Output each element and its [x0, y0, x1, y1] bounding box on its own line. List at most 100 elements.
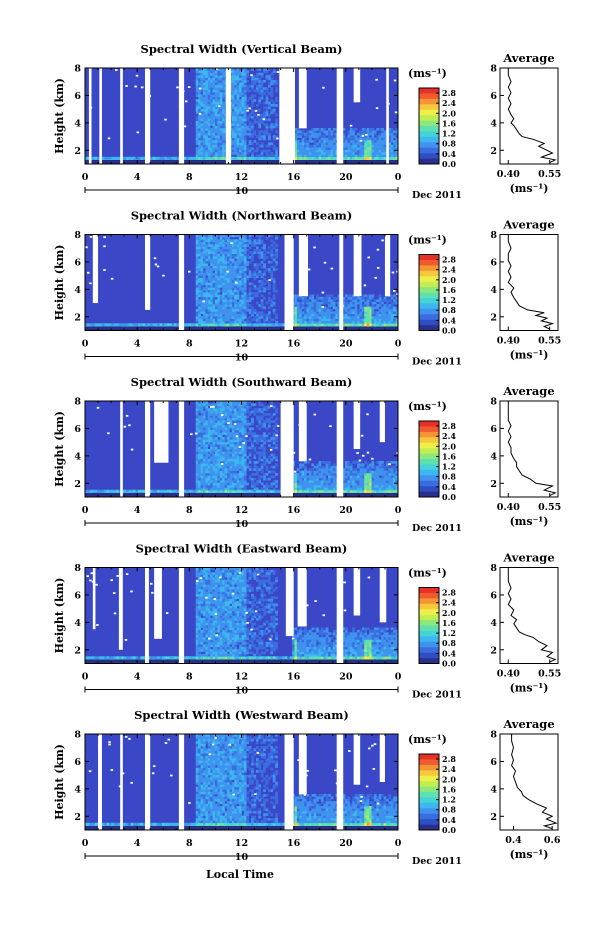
heatmap-cell: [345, 137, 348, 141]
heatmap-cell: [395, 318, 398, 322]
heatmap-cell: [260, 275, 264, 278]
heatmap-cell: [234, 123, 237, 126]
heatmap-cell: [210, 123, 213, 126]
heatmap-cell: [267, 234, 271, 238]
heatmap-cell: [354, 128, 358, 131]
heatmap-cell: [258, 72, 262, 76]
heatmap-cell: [195, 118, 199, 122]
heatmap-cell: [227, 470, 230, 474]
heatmap-cell: [345, 299, 348, 302]
heatmap-cell: [217, 301, 221, 305]
colorbar-segment: [419, 319, 439, 326]
heatmap-cell: [210, 482, 213, 486]
heatmap-cell: [215, 468, 218, 471]
heatmap-cell: [251, 156, 254, 160]
heatmap-cell: [352, 316, 355, 319]
heatmap-cell: [219, 451, 223, 455]
heatmap-cell: [215, 118, 218, 122]
heatmap-cell: [243, 234, 247, 238]
heatmap-cell: [236, 256, 240, 259]
heatmap-cell: [195, 311, 199, 314]
heatmap-cell: [219, 72, 223, 76]
heatmap-cell: [390, 306, 394, 310]
heatmap-cell: [164, 323, 168, 326]
data-gap: [146, 80, 149, 82]
heatmap-cell: [318, 301, 322, 305]
heatmap-cell: [385, 306, 389, 310]
heatmap-cell: [205, 410, 209, 414]
heatmap-cell: [369, 149, 372, 153]
heatmap-cell: [239, 77, 242, 81]
heatmap-cell: [349, 313, 353, 317]
heatmap-cell: [212, 125, 216, 129]
heatmap-cell: [217, 84, 221, 88]
heatmap-cell: [330, 301, 334, 305]
data-gap: [359, 139, 363, 142]
heatmap-cell: [224, 451, 228, 455]
heatmap-cell: [304, 306, 307, 310]
heatmap-cell: [231, 415, 235, 419]
heatmap-cell: [219, 480, 223, 483]
heatmap-cell: [195, 239, 199, 242]
heatmap-cell: [345, 156, 348, 160]
heatmap-cell: [385, 308, 389, 312]
heatmap: [85, 401, 398, 497]
heatmap-cell: [357, 316, 360, 319]
heatmap-cell: [316, 149, 319, 153]
heatmap-cell: [212, 130, 216, 134]
heatmap-cell: [198, 77, 201, 81]
heatmap-cell: [253, 239, 257, 242]
heatmap-cell: [258, 280, 262, 283]
heatmap-cell: [202, 429, 206, 433]
heatmap-cell: [101, 489, 105, 493]
heatmap-cell: [330, 323, 334, 326]
heatmap-cell: [371, 149, 375, 153]
heatmap-cell: [243, 296, 247, 300]
heatmap-cell: [248, 272, 252, 276]
heatmap-cell: [222, 403, 225, 407]
heatmap-cell: [260, 289, 264, 293]
heatmap-cell: [270, 260, 274, 264]
heatmap-cell: [325, 156, 329, 160]
heatmap-cell: [217, 80, 221, 83]
colorbar-segment: [419, 314, 439, 320]
heatmap-cell: [229, 439, 233, 443]
heatmap-cell: [369, 142, 372, 146]
heatmap-cell: [200, 149, 204, 153]
heatmap-cell: [393, 147, 396, 150]
profile-y-tick-label: 4: [490, 285, 497, 296]
heatmap-cell: [234, 275, 237, 278]
heatmap-cell: [207, 417, 211, 421]
heatmap-cell: [301, 304, 305, 307]
heatmap-cell: [195, 461, 199, 464]
heatmap-cell: [111, 489, 115, 493]
day-label: 10: [235, 353, 249, 364]
heatmap-cell: [332, 306, 336, 310]
heatmap-cell: [243, 311, 247, 314]
heatmap-cell: [217, 422, 221, 426]
heatmap-cell: [359, 142, 363, 146]
heatmap-cell: [378, 154, 382, 158]
heatmap-cell: [200, 275, 204, 278]
heatmap-cell: [210, 118, 213, 122]
data-gap: [162, 274, 165, 277]
heatmap-cell: [270, 94, 274, 98]
heatmap-cell: [195, 477, 199, 481]
heatmap-cell: [383, 320, 387, 324]
heatmap-cell: [202, 263, 206, 266]
heatmap-cell: [330, 135, 334, 138]
heatmap-cell: [361, 147, 365, 150]
x-tick-label: 0: [395, 172, 402, 183]
heatmap-cell: [234, 432, 237, 435]
heatmap-cell: [200, 82, 204, 86]
heatmap-cell: [306, 304, 310, 307]
heatmap-cell: [207, 316, 211, 319]
heatmap-cell: [217, 446, 221, 450]
heatmap-cell: [229, 413, 233, 416]
heatmap-cell: [195, 439, 199, 443]
heatmap-cell: [101, 323, 105, 326]
heatmap-cell: [200, 144, 204, 148]
heatmap-cell: [345, 301, 348, 305]
heatmap-cell: [359, 137, 363, 141]
heatmap-cell: [219, 304, 223, 307]
